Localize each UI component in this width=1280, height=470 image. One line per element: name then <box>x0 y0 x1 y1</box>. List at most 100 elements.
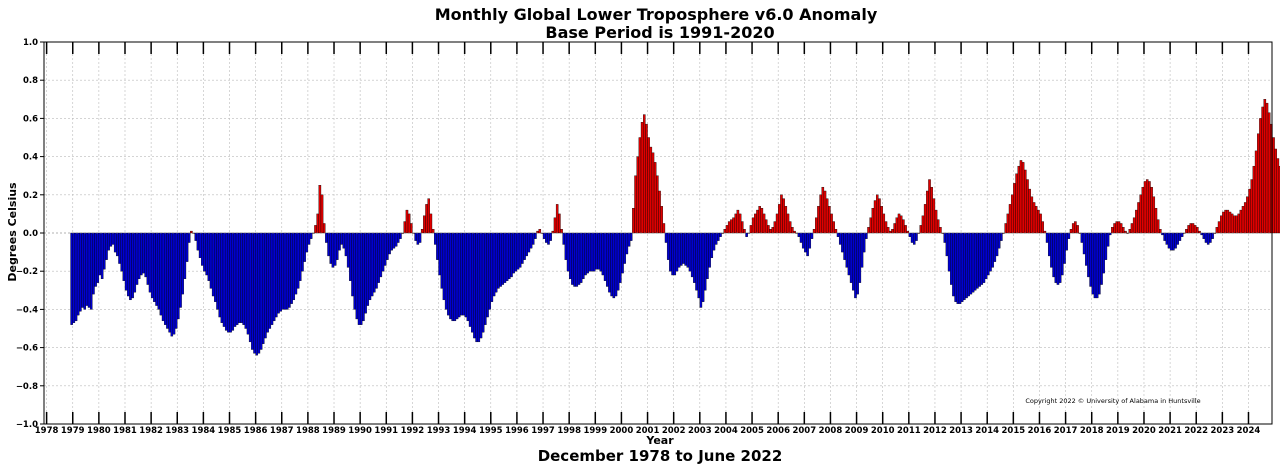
bar <box>338 232 341 251</box>
x-tick-label: 2013 <box>949 426 973 436</box>
bar <box>72 232 76 323</box>
bar <box>501 232 505 285</box>
bar <box>92 232 95 295</box>
bar <box>201 232 204 266</box>
bar <box>534 232 537 239</box>
bar <box>410 223 413 234</box>
bar <box>85 232 89 306</box>
bar <box>364 232 367 314</box>
bar <box>616 232 620 291</box>
bar <box>512 232 515 274</box>
bar <box>647 137 650 234</box>
bar <box>1017 165 1021 234</box>
bar <box>1056 232 1060 285</box>
bar <box>649 146 653 234</box>
bar <box>978 232 981 287</box>
bar <box>322 223 326 234</box>
bar <box>235 232 239 325</box>
bar <box>196 232 200 251</box>
bar <box>1071 223 1075 234</box>
bar <box>926 190 929 234</box>
bar <box>915 232 918 241</box>
x-tick-label: 1979 <box>61 426 85 436</box>
bar <box>164 232 167 325</box>
x-tick-label: 1990 <box>348 426 372 436</box>
bar <box>775 213 779 234</box>
x-tick-label: 1995 <box>479 426 503 436</box>
bar <box>714 232 718 245</box>
bar <box>466 232 470 322</box>
bar <box>738 213 742 234</box>
bar <box>222 232 226 327</box>
bar <box>529 232 533 249</box>
bar <box>573 232 576 287</box>
bar <box>281 232 285 310</box>
bar <box>1095 232 1099 299</box>
bar <box>1278 165 1280 234</box>
x-tick-label: 2002 <box>662 426 686 436</box>
bar <box>170 232 174 337</box>
bar <box>730 219 733 234</box>
bar <box>396 232 400 243</box>
bar <box>342 232 346 249</box>
bar <box>508 232 511 280</box>
bar <box>255 232 258 356</box>
bar <box>275 232 278 318</box>
bar <box>109 232 113 247</box>
bar <box>377 232 380 283</box>
bar <box>168 232 171 333</box>
bar <box>991 232 994 268</box>
bar <box>481 232 485 333</box>
bar <box>984 232 988 280</box>
x-axis-ticks: 1978 1979 1980 1981 1982 1983 1984 1985 1986 1987… <box>35 42 1260 436</box>
bar <box>187 232 191 243</box>
bar <box>871 207 875 234</box>
bar <box>359 232 363 325</box>
bar <box>680 232 683 266</box>
bar <box>425 204 428 234</box>
bar <box>568 232 572 280</box>
bar <box>632 207 635 234</box>
bar <box>133 232 137 293</box>
bar <box>257 232 261 354</box>
bar <box>475 232 478 343</box>
bar <box>1063 232 1066 264</box>
bar <box>1148 181 1151 234</box>
bar <box>786 213 790 234</box>
bar <box>858 232 862 283</box>
bar <box>952 232 955 297</box>
bar <box>571 232 574 285</box>
bar <box>823 190 827 234</box>
bar <box>1185 229 1188 234</box>
bar <box>440 232 444 289</box>
bar <box>793 230 796 234</box>
bar <box>825 198 829 234</box>
bar <box>734 213 737 234</box>
x-tick-label: 1994 <box>453 426 477 436</box>
bar <box>847 232 851 276</box>
bar <box>124 232 128 291</box>
x-tick-label: 2007 <box>792 426 816 436</box>
bar <box>740 221 744 234</box>
bar <box>1102 232 1105 274</box>
bar <box>340 232 343 245</box>
bar <box>1087 232 1090 278</box>
bar <box>1145 179 1149 234</box>
bar <box>153 232 156 302</box>
bar <box>492 232 496 297</box>
bar <box>116 232 119 257</box>
bar <box>732 217 735 234</box>
bar <box>764 219 768 234</box>
bar <box>497 232 500 289</box>
bar <box>640 122 644 234</box>
copyright-notice: Copyright 2022 © University of Alabama i… <box>1025 397 1200 405</box>
bar <box>336 232 339 260</box>
bar <box>943 232 947 243</box>
x-tick-label: 1997 <box>531 426 555 436</box>
x-tick-label: 2006 <box>766 426 790 436</box>
bar <box>1174 232 1177 249</box>
bar <box>268 232 272 329</box>
bar <box>754 213 757 234</box>
bar <box>451 232 454 322</box>
x-tick-label: 1986 <box>244 426 268 436</box>
